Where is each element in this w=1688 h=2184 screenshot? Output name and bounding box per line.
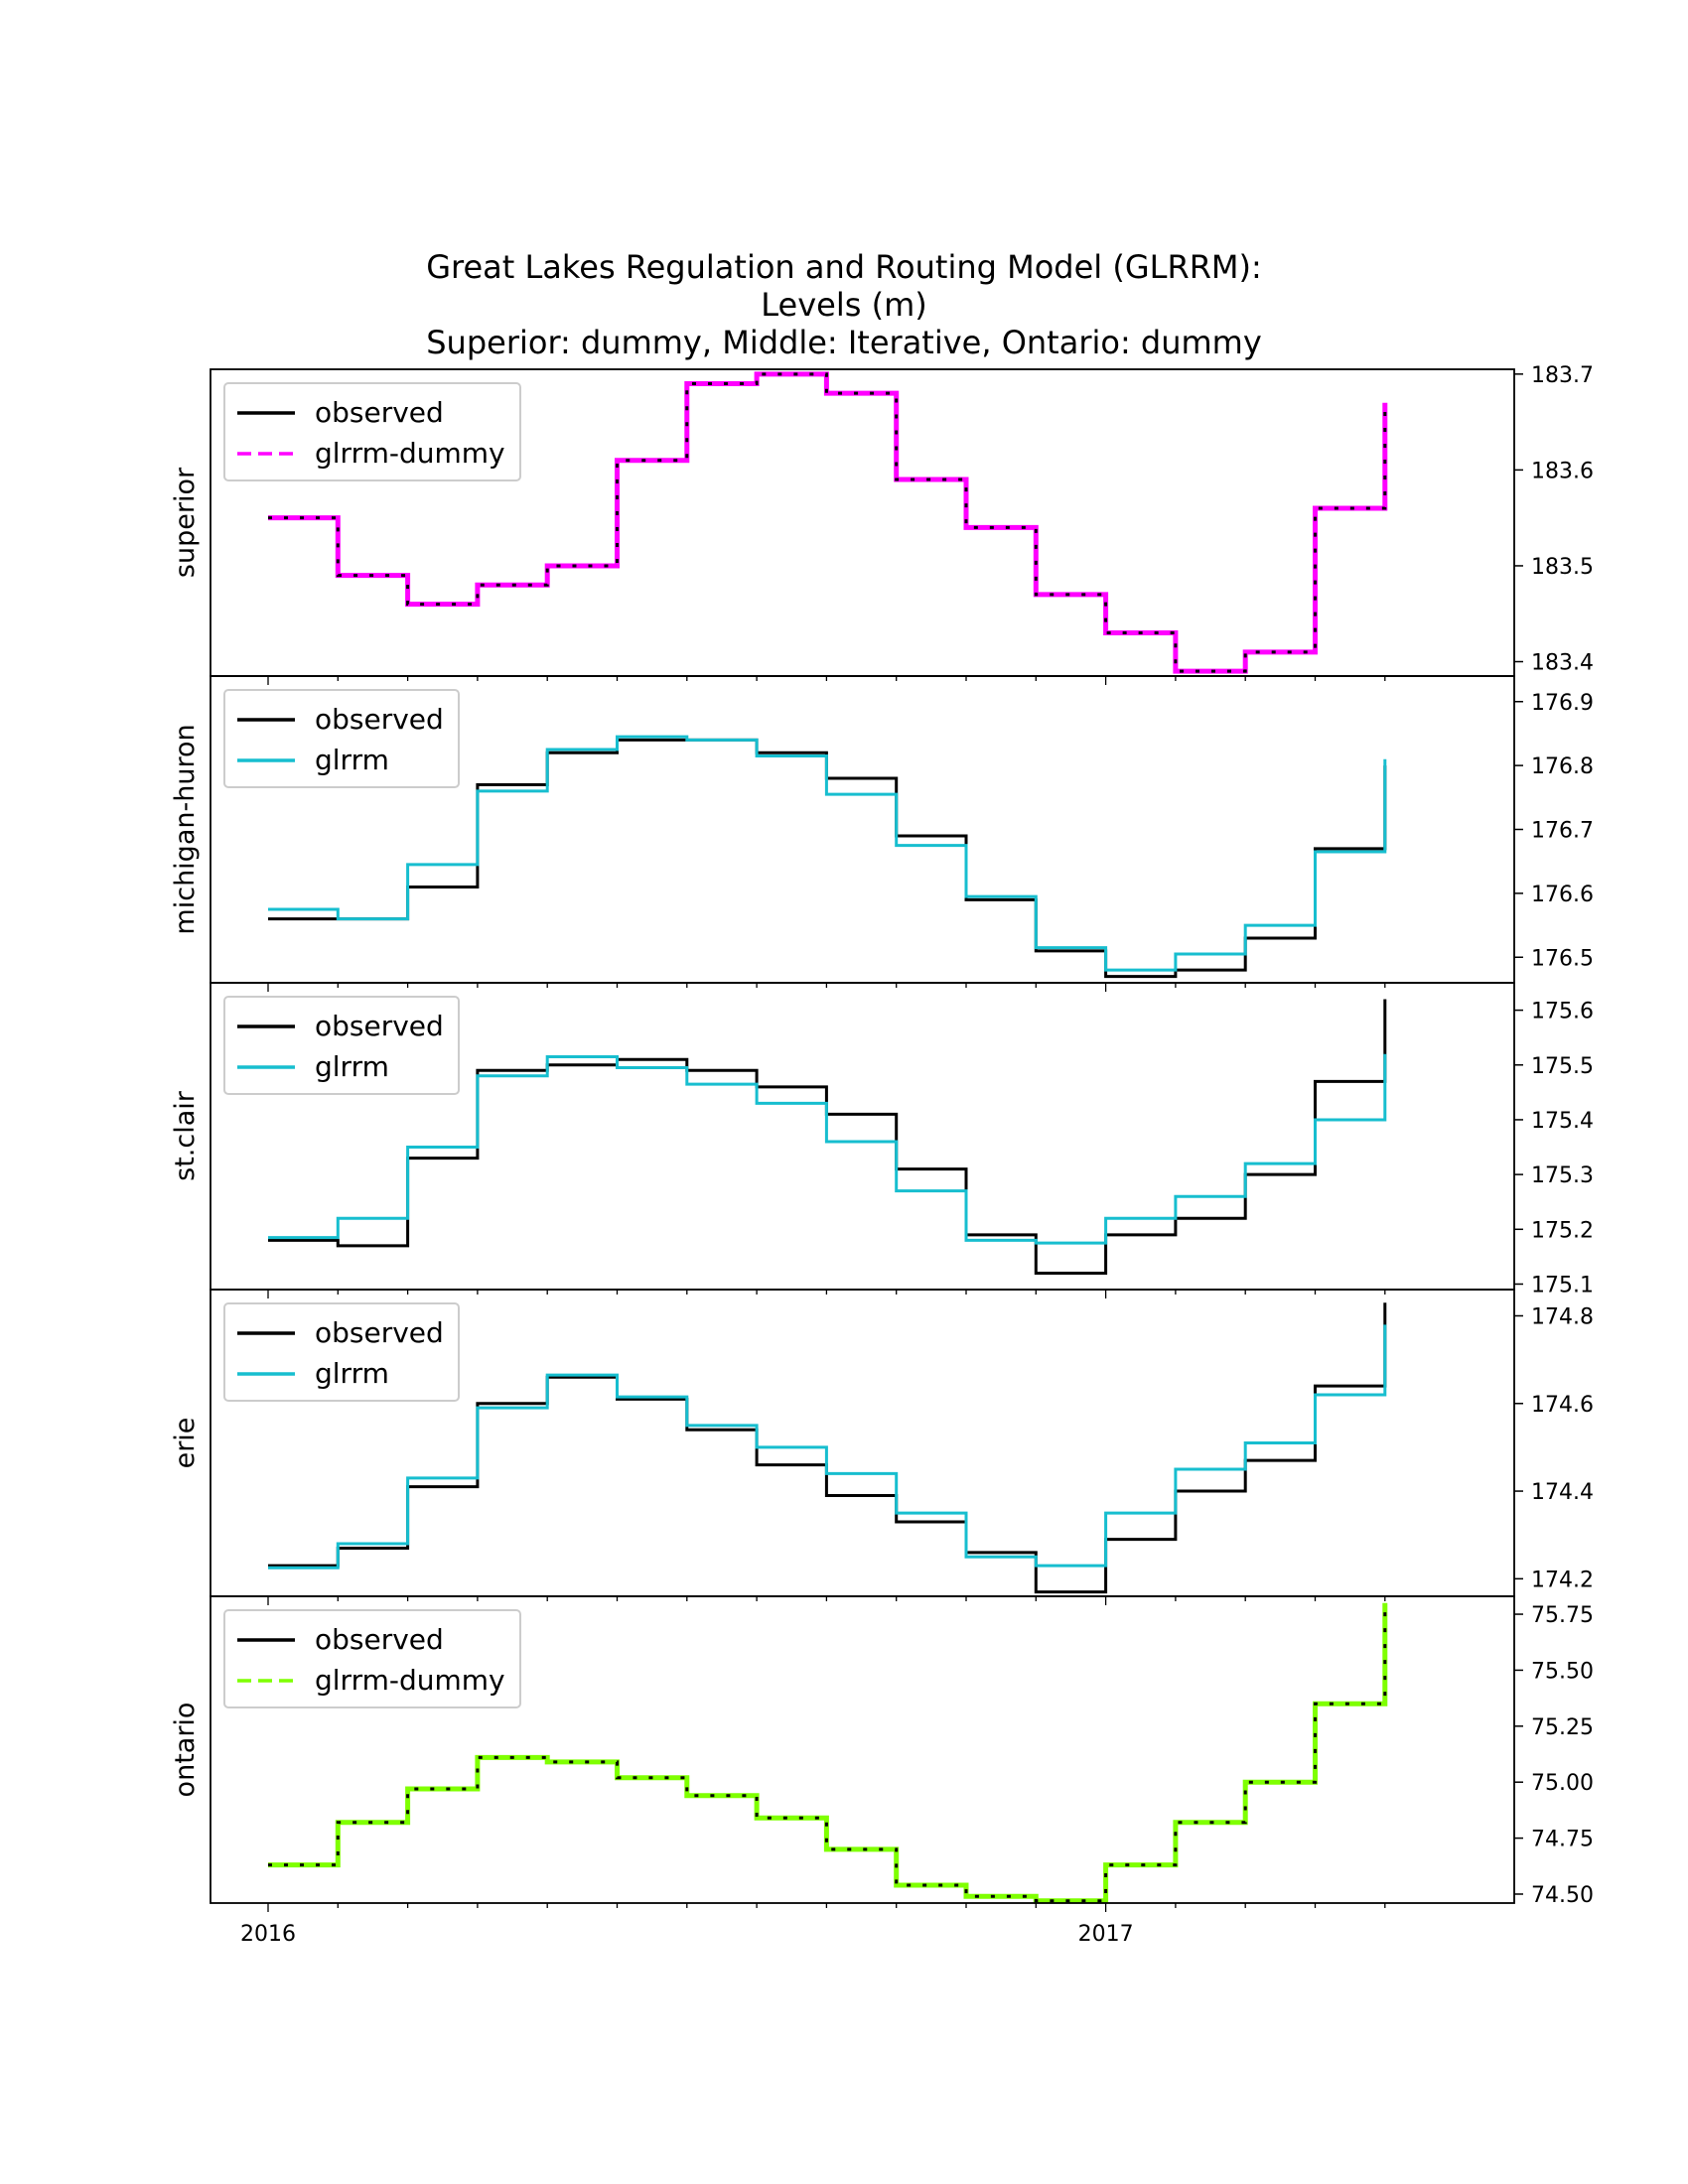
y-axis-label-ontario: ontario xyxy=(170,1703,201,1798)
y-tick-label: 175.1 xyxy=(1531,1273,1594,1297)
y-tick-label: 174.6 xyxy=(1531,1393,1594,1418)
y-axis-label-st.clair: st.clair xyxy=(170,1090,201,1181)
series-line-glrrm-dummy xyxy=(268,1602,1388,1904)
y-tick-label: 175.6 xyxy=(1531,1000,1594,1024)
series-line-observed xyxy=(268,738,1387,979)
legend-label: glrrm xyxy=(315,744,389,776)
y-tick-label: 175.3 xyxy=(1531,1163,1594,1188)
chart-title: Great Lakes Regulation and Routing Model… xyxy=(0,248,1688,361)
legend-label: observed xyxy=(315,703,444,736)
legend-swatch xyxy=(237,1637,295,1642)
y-tick-label: 75.75 xyxy=(1531,1603,1594,1628)
legend-swatch xyxy=(237,1024,295,1028)
y-tick-label: 174.8 xyxy=(1531,1304,1594,1329)
y-axis-label-erie: erie xyxy=(170,1418,201,1469)
chart-title-line-1: Great Lakes Regulation and Routing Model… xyxy=(426,248,1262,286)
y-tick-label: 75.00 xyxy=(1531,1771,1594,1796)
y-tick-label: 176.5 xyxy=(1531,946,1594,971)
legend-label: glrrm xyxy=(315,1050,389,1083)
y-tick-label: 174.2 xyxy=(1531,1568,1594,1592)
y-tick-label: 175.2 xyxy=(1531,1218,1594,1243)
legend-label: glrrm-dummy xyxy=(315,1664,505,1697)
y-tick-label: 74.50 xyxy=(1531,1883,1594,1908)
panel-ontario: 74.50 74.75 75.00 75.25 75.50 75.75 ontario xyxy=(170,1595,1594,1912)
y-tick-label: 175.5 xyxy=(1531,1054,1594,1079)
legend-michigan-huron: observed glrrm xyxy=(223,689,460,788)
legend-swatch xyxy=(237,1064,295,1069)
series-line-observed xyxy=(268,372,1387,673)
legend-entry: observed xyxy=(237,1619,505,1660)
legend-entry: observed xyxy=(237,1312,444,1353)
y-tick-label: 176.9 xyxy=(1531,691,1594,716)
legend-entry: observed xyxy=(237,699,444,740)
legend-swatch xyxy=(237,451,295,456)
series-line-glrrm xyxy=(268,1053,1387,1245)
legend-swatch xyxy=(237,1330,295,1335)
legend-st.clair: observed glrrm xyxy=(223,996,460,1095)
legend-erie: observed glrrm xyxy=(223,1302,460,1402)
y-tick-label: 175.4 xyxy=(1531,1109,1594,1134)
legend-label: observed xyxy=(315,1316,444,1349)
y-tick-label: 75.25 xyxy=(1531,1715,1594,1740)
legend-swatch xyxy=(237,757,295,762)
panel-frame xyxy=(210,1595,1515,1904)
x-tick-label: 2017 xyxy=(1078,1922,1134,1947)
legend-entry: observed xyxy=(237,1006,444,1046)
legend-entry: glrrm xyxy=(237,1353,444,1394)
legend-swatch xyxy=(237,717,295,722)
y-tick-label: 183.5 xyxy=(1531,555,1594,580)
y-tick-label: 75.50 xyxy=(1531,1659,1594,1684)
y-tick-label: 176.8 xyxy=(1531,754,1594,779)
y-tick-label: 176.6 xyxy=(1531,883,1594,907)
legend-swatch xyxy=(237,1678,295,1683)
legend-entry: glrrm-dummy xyxy=(237,433,505,474)
y-tick-label: 183.6 xyxy=(1531,459,1594,483)
y-tick-label: 74.75 xyxy=(1531,1828,1594,1852)
chart-title-line-3: Superior: dummy, Middle: Iterative, Onta… xyxy=(426,324,1262,361)
legend-swatch xyxy=(237,410,295,415)
legend-entry: glrrm-dummy xyxy=(237,1660,505,1701)
legend-label: observed xyxy=(315,396,444,429)
y-tick-label: 174.4 xyxy=(1531,1480,1594,1505)
legend-swatch xyxy=(237,1371,295,1376)
chart-title-line-2: Levels (m) xyxy=(761,286,927,324)
legend-label: observed xyxy=(315,1010,444,1042)
y-tick-label: 176.7 xyxy=(1531,819,1594,844)
legend-ontario: observed glrrm-dummy xyxy=(223,1609,521,1708)
y-tick-label: 183.4 xyxy=(1531,651,1594,676)
legend-label: glrrm-dummy xyxy=(315,437,505,470)
series-line-glrrm xyxy=(268,1324,1387,1570)
y-tick-label: 183.7 xyxy=(1531,363,1594,388)
legend-label: observed xyxy=(315,1623,444,1656)
legend-superior: observed glrrm-dummy xyxy=(223,382,521,481)
y-axis-label-michigan-huron: michigan-huron xyxy=(170,724,201,934)
series-line-glrrm xyxy=(268,735,1387,972)
y-axis-label-superior: superior xyxy=(170,467,201,578)
legend-entry: glrrm xyxy=(237,1046,444,1087)
legend-label: glrrm xyxy=(315,1357,389,1390)
x-tick-label: 2016 xyxy=(240,1922,296,1947)
legend-entry: observed xyxy=(237,392,505,433)
legend-entry: glrrm xyxy=(237,740,444,780)
